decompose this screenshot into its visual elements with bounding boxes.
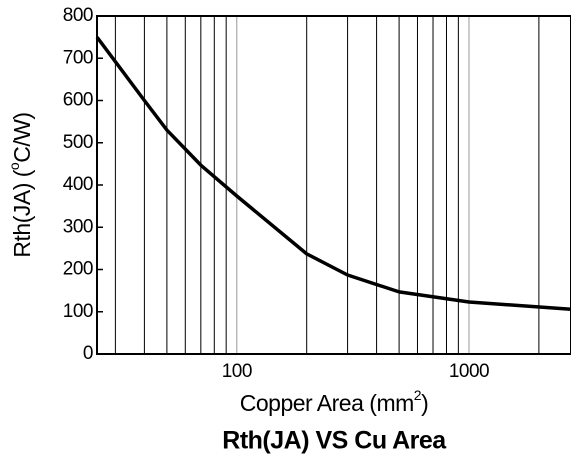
chart-title: Rth(JA) VS Cu Area [222,427,447,455]
x-label-sup: 2 [414,387,422,403]
x-label-end: ) [421,390,428,416]
x-axis-label: Copper Area (mm2) [240,387,428,416]
plot-frame [96,15,571,355]
y-tick-label: 700 [63,47,93,68]
y-axis-label: Rth(JA) (oC/W) [6,112,35,257]
y-label-text: Rth(JA) ( [9,169,35,257]
x-tick-label: 100 [222,361,252,382]
y-tick-label: 300 [63,216,93,237]
y-tick-label: 600 [63,90,93,111]
y-label-sup: o [6,162,22,170]
y-tick-label: 200 [63,259,93,280]
y-tick-label: 100 [63,301,93,322]
y-tick-label: 800 [63,5,93,26]
y-label-end: C/W) [9,112,35,162]
y-tick-label: 500 [63,132,93,153]
data-line [95,36,571,311]
x-label-text: Copper Area (mm [240,390,414,416]
y-tick-label: 400 [63,174,93,195]
x-tick-label: 1000 [449,361,489,382]
y-tick-label: 0 [83,343,93,364]
